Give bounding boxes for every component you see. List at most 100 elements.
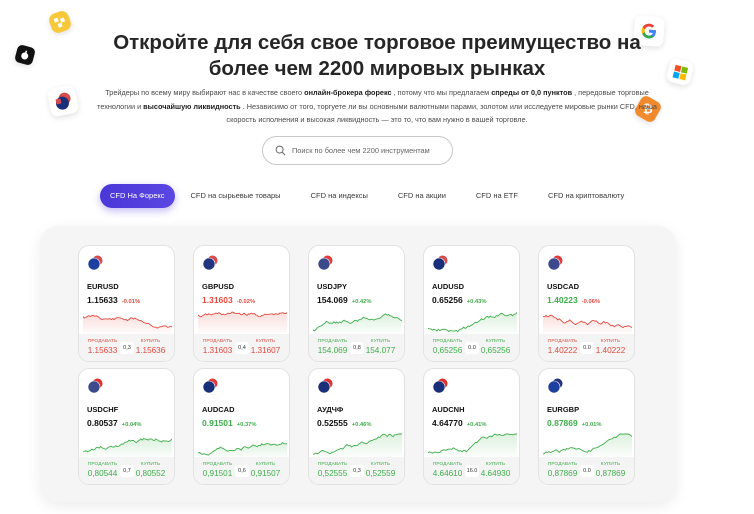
instrument-price: 1.15633 -0.01%	[87, 295, 140, 305]
sparkline-chart	[313, 313, 402, 336]
search-input[interactable]	[292, 146, 442, 155]
instrument-card-usdchf[interactable]: USDCHF 0.80537 +0.04% ПРОДАВАТЬ 0,80544 К…	[78, 368, 175, 485]
buy-label: КУПИТЬ	[140, 462, 161, 467]
sell-label: ПРОДАВАТЬ	[202, 339, 233, 344]
buy-button[interactable]: КУПИТЬ 0,87869	[587, 457, 634, 484]
sell-label: ПРОДАВАТЬ	[202, 462, 233, 467]
buy-button[interactable]: КУПИТЬ 1.40222	[587, 334, 634, 361]
sparkline-chart	[428, 312, 517, 336]
sell-price: 0,52555	[317, 469, 348, 478]
sell-button[interactable]: ПРОДАВАТЬ 4.64610	[424, 457, 471, 484]
sell-label: ПРОДАВАТЬ	[432, 339, 463, 344]
quote-bar: ПРОДАВАТЬ 0,65256 КУПИТЬ 0,65256 0.0	[424, 334, 519, 361]
price-change: +0.43%	[466, 299, 487, 305]
price-value: 1.15633	[87, 295, 118, 305]
spread-badge: 0.0	[580, 342, 594, 354]
hero-description: Трейдеры по всему миру выбирают нас в ка…	[95, 86, 659, 127]
spread-badge: 0,3	[120, 342, 134, 354]
sell-button[interactable]: ПРОДАВАТЬ 0,87869	[539, 457, 586, 484]
tab-5[interactable]: CFD на криптовалюту	[547, 191, 625, 200]
currency-flag-icon	[547, 255, 563, 271]
instrument-symbol: USDJPY	[317, 282, 348, 291]
buy-button[interactable]: КУПИТЬ 4.64930	[472, 457, 519, 484]
instrument-symbol: AUDCNH	[432, 405, 465, 414]
sell-price: 0,91501	[202, 469, 233, 478]
price-change: +0.37%	[236, 422, 257, 428]
tab-2[interactable]: CFD на индексы	[310, 191, 368, 200]
buy-button[interactable]: КУПИТЬ 0,91507	[242, 457, 289, 484]
instrument-price: 0.65256 +0.43%	[432, 295, 487, 305]
instrument-price: 0.52555 +0.46%	[317, 418, 372, 428]
instrument-symbol: USDCHF	[87, 405, 119, 414]
tab-0[interactable]: CFD На Форекс	[100, 184, 175, 208]
buy-button[interactable]: КУПИТЬ 0,65256	[472, 334, 519, 361]
google-icon	[632, 14, 666, 48]
desc-bold-liquidity: высочайшую ликвидность	[143, 101, 241, 111]
sell-button[interactable]: ПРОДАВАТЬ 0,80544	[79, 457, 126, 484]
sparkline-chart	[198, 441, 287, 459]
price-change: -0.01%	[121, 299, 141, 305]
buy-label: КУПИТЬ	[485, 462, 506, 467]
sell-button[interactable]: ПРОДАВАТЬ 1.31603	[194, 334, 241, 361]
price-change: +0.04%	[121, 422, 142, 428]
instrument-card-аудчф[interactable]: АУДЧФ 0.52555 +0.46% ПРОДАВАТЬ 0,52555 КУ…	[308, 368, 405, 485]
quote-bar: ПРОДАВАТЬ 0,87869 КУПИТЬ 0,87869 0.0	[539, 457, 634, 484]
instrument-card-usdjpy[interactable]: USDJPY 154.069 +0.42% ПРОДАВАТЬ 154.069 К…	[308, 245, 405, 362]
currency-flag-icon	[202, 378, 218, 394]
sell-label: ПРОДАВАТЬ	[547, 339, 578, 344]
sell-button[interactable]: ПРОДАВАТЬ 1.40222	[539, 334, 586, 361]
tab-4[interactable]: CFD на ETF	[475, 191, 518, 200]
buy-button[interactable]: КУПИТЬ 0,80552	[127, 457, 174, 484]
currency-flag-icon	[87, 255, 103, 271]
sell-button[interactable]: ПРОДАВАТЬ 1.15633	[79, 334, 126, 361]
quote-bar: ПРОДАВАТЬ 0,91501 КУПИТЬ 0,91507 0,6	[194, 457, 289, 484]
sparkline-chart	[313, 433, 402, 459]
buy-price: 0,80552	[135, 469, 166, 478]
binance-icon	[47, 9, 73, 35]
instrument-symbol: AUDCAD	[202, 405, 235, 414]
microsoft-icon	[665, 57, 695, 87]
instrument-card-audusd[interactable]: AUDUSD 0.65256 +0.43% ПРОДАВАТЬ 0,65256 К…	[423, 245, 520, 362]
instrument-search[interactable]	[262, 136, 453, 165]
buy-price: 1.40222	[595, 346, 626, 355]
sell-button[interactable]: ПРОДАВАТЬ 154.069	[309, 334, 356, 361]
sell-button[interactable]: ПРОДАВАТЬ 0,65256	[424, 334, 471, 361]
instrument-card-audcad[interactable]: AUDCAD 0.91501 +0.37% ПРОДАВАТЬ 0,91501 К…	[193, 368, 290, 485]
buy-label: КУПИТЬ	[600, 462, 621, 467]
buy-button[interactable]: КУПИТЬ 0,52559	[357, 457, 404, 484]
instrument-card-eurgbp[interactable]: EURGBP 0.87869 +0.01% ПРОДАВАТЬ 0,87869 К…	[538, 368, 635, 485]
category-tabs: CFD На Форекс CFD на сырьевые товары CFD н…	[100, 184, 634, 208]
sell-button[interactable]: ПРОДАВАТЬ 0,91501	[194, 457, 241, 484]
price-value: 0.91501	[202, 418, 233, 428]
page-title: Откройте для себя свое торговое преимуще…	[0, 30, 754, 82]
sell-button[interactable]: ПРОДАВАТЬ 0,52555	[309, 457, 356, 484]
spread-badge: 0,6	[235, 465, 249, 477]
sell-price: 154.069	[317, 346, 348, 355]
currency-flag-icon	[547, 378, 563, 394]
spread-badge: 0.0	[465, 342, 479, 354]
instrument-price: 4.64770 +0.41%	[432, 418, 487, 428]
instrument-symbol: AUDUSD	[432, 282, 465, 291]
buy-button[interactable]: КУПИТЬ 1.31607	[242, 334, 289, 361]
instrument-price: 0.91501 +0.37%	[202, 418, 257, 428]
buy-price: 0,91507	[250, 469, 281, 478]
instrument-card-usdcad[interactable]: USDCAD 1.40223 -0.06% ПРОДАВАТЬ 1.40222 К…	[538, 245, 635, 362]
sell-price: 0,65256	[432, 346, 463, 355]
buy-price: 4.64930	[480, 469, 511, 478]
sell-label: ПРОДАВАТЬ	[87, 339, 118, 344]
buy-price: 0,52559	[365, 469, 396, 478]
buy-button[interactable]: КУПИТЬ 154.077	[357, 334, 404, 361]
spread-badge: 0,8	[350, 342, 364, 354]
tab-1[interactable]: CFD на сырьевые товары	[190, 191, 281, 200]
tab-3[interactable]: CFD на акции	[397, 191, 446, 200]
price-change: +0.46%	[351, 422, 372, 428]
desc-text: . Независимо от того, торгуете ли вы осн…	[226, 101, 657, 125]
price-value: 0.65256	[432, 295, 463, 305]
instrument-card-audcnh[interactable]: AUDCNH 4.64770 +0.41% ПРОДАВАТЬ 4.64610 К…	[423, 368, 520, 485]
instrument-card-gbpusd[interactable]: GBPUSD 1.31603 -0.02% ПРОДАВАТЬ 1.31603 К…	[193, 245, 290, 362]
instrument-card-eurusd[interactable]: EURUSD 1.15633 -0.01% ПРОДАВАТЬ 1.15633 К…	[78, 245, 175, 362]
buy-price: 1.31607	[250, 346, 281, 355]
buy-button[interactable]: КУПИТЬ 1.15636	[127, 334, 174, 361]
price-change: +0.41%	[466, 422, 487, 428]
instrument-symbol: EURUSD	[87, 282, 119, 291]
